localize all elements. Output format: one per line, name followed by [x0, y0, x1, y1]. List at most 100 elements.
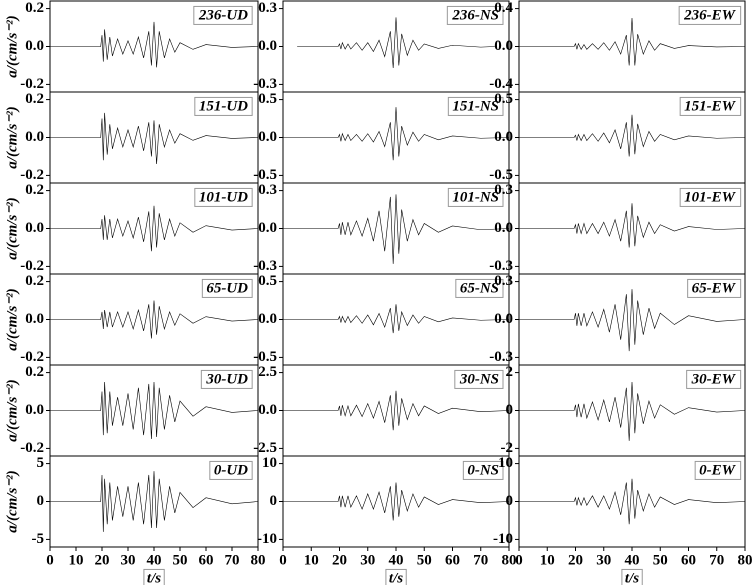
- y-tick-label: 10: [262, 455, 277, 471]
- x-tick-label: 10: [304, 552, 319, 568]
- x-tick-label: 30: [360, 552, 375, 568]
- y-tick-label: 0.0: [25, 220, 44, 236]
- panel: 0.2 0.0 -0.2a/(cm/s⁻²) 65-UD: [4, 273, 259, 366]
- waveform: [519, 114, 746, 157]
- y-tick-label: 10: [498, 455, 513, 471]
- panel-title: 0-EW: [699, 462, 737, 478]
- panel: 2.5 0.0 -2.5 30-NS: [253, 364, 510, 457]
- x-axis-label: t/s: [389, 570, 403, 585]
- y-tick-label: 0.3: [494, 273, 513, 289]
- x-tick-label: 30: [596, 552, 611, 568]
- y-tick-label: 0.3: [258, 182, 277, 198]
- panel: 0.4 0.0 -0.4 236-EW: [489, 0, 746, 93]
- y-tick-label: 0.0: [494, 38, 513, 54]
- panel: 100-100 10 20 30 40 50 60 70 80t/s0-EW: [493, 455, 753, 585]
- panel-title: 151-EW: [684, 98, 737, 114]
- x-tick-label: 20: [568, 552, 583, 568]
- y-tick-label: -0.3: [253, 258, 277, 274]
- panel: 0.2 0.0 -0.2a/(cm/s⁻²) 30-UD: [4, 364, 259, 457]
- x-tick-label: 40: [147, 552, 162, 568]
- title-box: [194, 96, 253, 116]
- y-axis-label: a/(cm/s⁻²): [4, 288, 20, 350]
- panel-title: 30-EW: [691, 371, 737, 387]
- y-tick-label: -10: [257, 531, 277, 547]
- x-tick-label: 30: [121, 552, 136, 568]
- y-tick-label: 0.0: [494, 311, 513, 327]
- panel: 0.2 0.0 -0.2a/(cm/s⁻²) 151-UD: [4, 91, 259, 184]
- x-tick-label: 0: [46, 552, 54, 568]
- y-tick-label: 0.2: [25, 182, 44, 198]
- x-tick-label: 10: [69, 552, 84, 568]
- y-tick-label: 0.0: [494, 129, 513, 145]
- title-box: [447, 96, 504, 116]
- panel-title: 101-EW: [684, 189, 737, 205]
- y-tick-label: 0.3: [494, 182, 513, 198]
- x-label-box: [621, 568, 643, 585]
- y-tick-label: -2: [501, 440, 514, 456]
- waveform: [50, 300, 259, 339]
- title-box: [194, 187, 253, 207]
- panel-title: 65-EW: [692, 280, 737, 296]
- x-tick-label: 80: [738, 552, 753, 568]
- y-tick-label: 0.3: [258, 0, 277, 16]
- panel-title: 0-NS: [467, 462, 499, 478]
- waveform: [519, 18, 746, 66]
- waveform: [283, 304, 510, 334]
- y-tick-label: 0.0: [25, 311, 44, 327]
- y-tick-label: 0: [506, 493, 514, 509]
- y-axis-label: a/(cm/s⁻²): [4, 106, 20, 168]
- panel: 0.3 0.0 -0.3 101-NS: [253, 182, 510, 275]
- y-tick-label: -0.2: [20, 167, 44, 183]
- title-box: [201, 278, 253, 298]
- x-tick-label: 80: [251, 552, 266, 568]
- panel: 50-50 10 20 30 40 50 60 70 80t/sa/(cm/s⁻²) 0-UD: [4, 455, 266, 585]
- y-tick-label: -0.3: [489, 349, 513, 365]
- x-label-box: [143, 568, 165, 585]
- panel-title: 151-NS: [452, 98, 499, 114]
- title-box: [455, 278, 504, 298]
- panel-title: 65-UD: [206, 280, 248, 296]
- y-tick-label: 0: [270, 493, 278, 509]
- x-label-box: [385, 568, 407, 585]
- x-tick-label: 20: [95, 552, 110, 568]
- y-tick-label: 0.2: [25, 91, 44, 107]
- title-box: [679, 96, 742, 116]
- x-axis-label: t/s: [625, 570, 639, 585]
- y-tick-label: 0.0: [258, 220, 277, 236]
- y-axis-label: a/(cm/s⁻²): [4, 15, 20, 77]
- title-box: [454, 369, 504, 389]
- title-box: [694, 460, 742, 480]
- y-tick-label: 2.5: [258, 364, 277, 380]
- y-axis-label: a/(cm/s⁻²): [4, 197, 20, 259]
- panel: 0.3 0.0 -0.3 65-EW: [489, 273, 746, 366]
- y-tick-label: 0.2: [25, 0, 44, 16]
- y-tick-label: -0.4: [489, 76, 513, 92]
- x-tick-label: 40: [625, 552, 640, 568]
- y-tick-label: 0.0: [25, 38, 44, 54]
- title-box: [462, 460, 504, 480]
- y-tick-label: -2.5: [253, 440, 277, 456]
- x-tick-label: 20: [332, 552, 347, 568]
- panel-title: 236-EW: [683, 7, 737, 23]
- y-tick-label: -0.5: [253, 167, 277, 183]
- y-tick-label: 0.2: [25, 364, 44, 380]
- y-tick-label: 0.0: [258, 129, 277, 145]
- panel: 0.3 0.0 -0.3 101-EW: [489, 182, 746, 275]
- x-tick-label: 80: [502, 552, 517, 568]
- waveform: [283, 390, 510, 431]
- waveform: [50, 21, 259, 68]
- y-tick-label: -0.5: [489, 167, 513, 183]
- y-tick-label: 0.0: [258, 38, 277, 54]
- x-tick-label: 70: [473, 552, 488, 568]
- x-tick-label: 0: [515, 552, 523, 568]
- panel: 0.5 0.0 -0.5 65-NS: [253, 273, 510, 366]
- x-tick-label: 70: [225, 552, 240, 568]
- y-tick-label: 0: [37, 493, 45, 509]
- waveform: [283, 482, 510, 521]
- panel-title: 30-NS: [459, 371, 499, 387]
- x-tick-label: 50: [653, 552, 668, 568]
- y-tick-label: 0.0: [258, 311, 277, 327]
- y-tick-label: 0.0: [258, 402, 277, 418]
- x-tick-label: 60: [445, 552, 460, 568]
- y-tick-label: -0.2: [20, 349, 44, 365]
